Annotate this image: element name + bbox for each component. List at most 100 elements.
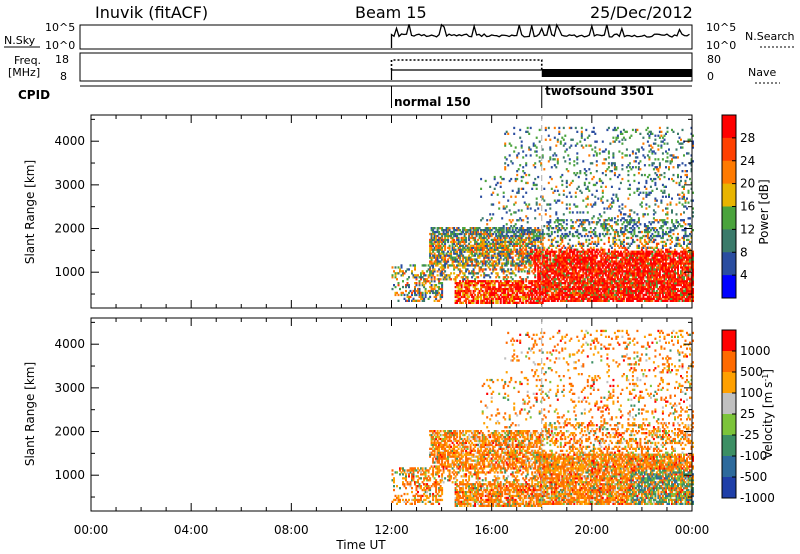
data-cell — [616, 199, 619, 202]
data-cell — [616, 293, 619, 297]
data-cell — [444, 260, 447, 263]
data-cell — [588, 268, 591, 271]
data-cell — [414, 293, 416, 297]
data-cell — [652, 240, 655, 244]
data-cell — [504, 156, 507, 159]
data-cell — [525, 280, 528, 283]
data-cell — [636, 287, 639, 291]
data-cell — [465, 291, 468, 295]
data-cell — [501, 240, 504, 244]
data-cell — [633, 274, 636, 277]
data-cell — [556, 189, 559, 192]
data-cell — [459, 284, 462, 287]
data-cell — [580, 274, 583, 277]
data-cell — [625, 252, 628, 255]
data-cell — [486, 285, 489, 289]
data-cell — [559, 284, 562, 287]
data-cell — [541, 285, 544, 289]
data-cell — [453, 256, 456, 259]
data-cell — [463, 234, 466, 238]
data-cell — [592, 299, 595, 302]
data-cell — [504, 248, 507, 251]
data-cell — [525, 254, 528, 257]
data-cell — [651, 280, 654, 283]
data-cell — [447, 258, 450, 261]
data-cell — [453, 266, 456, 269]
data-cell — [528, 289, 531, 293]
data-cell — [654, 158, 657, 161]
data-cell — [522, 227, 525, 230]
data-cell — [658, 295, 661, 299]
data-cell — [595, 282, 598, 285]
data-cell — [432, 230, 435, 234]
data-cell — [636, 221, 639, 224]
data-cell — [501, 227, 504, 230]
data-cell — [630, 230, 633, 234]
data-cell — [486, 264, 489, 267]
data-cell — [481, 248, 484, 251]
data-cell — [483, 238, 486, 242]
data-cell — [625, 289, 628, 293]
data-cell — [573, 203, 576, 206]
data-cell — [594, 183, 597, 187]
data-cell — [429, 274, 432, 277]
data-cell — [616, 252, 619, 255]
data-cell — [597, 274, 600, 277]
data-cell — [621, 266, 624, 269]
data-cell — [525, 162, 528, 165]
data-cell — [522, 195, 525, 198]
data-cell — [568, 207, 571, 210]
data-cell — [588, 258, 591, 261]
data-cell — [633, 291, 636, 295]
data-cell — [517, 168, 520, 171]
data-cell — [486, 227, 489, 230]
data-cell — [606, 278, 609, 281]
data-cell — [600, 293, 603, 297]
data-cell — [556, 282, 559, 285]
data-cell — [565, 203, 568, 206]
data-cell — [604, 170, 607, 173]
data-cell — [558, 193, 561, 196]
data-cell — [637, 250, 640, 253]
data-cell — [594, 201, 597, 204]
data-cell — [654, 219, 657, 222]
data-cell — [637, 219, 640, 222]
data-cell — [576, 282, 579, 285]
data-cell — [555, 250, 558, 253]
data-cell — [546, 258, 549, 261]
data-cell — [646, 276, 649, 279]
data-cell — [459, 256, 462, 259]
data-cell — [571, 179, 574, 183]
data-cell — [576, 280, 579, 283]
data-cell — [510, 256, 513, 259]
data-cell — [505, 158, 508, 161]
data-cell — [639, 262, 642, 265]
data-cell — [597, 221, 600, 224]
data-cell — [537, 230, 540, 234]
data-cell — [442, 272, 445, 275]
data-cell — [637, 150, 640, 153]
data-cell — [615, 285, 618, 289]
data-cell — [630, 291, 633, 295]
data-cell — [427, 274, 430, 277]
data-cell — [598, 260, 601, 263]
data-cell — [615, 276, 618, 279]
data-cell — [634, 266, 637, 269]
data-cell — [648, 262, 651, 265]
data-cell — [532, 144, 535, 147]
data-cell — [642, 266, 645, 269]
data-cell — [493, 264, 496, 267]
data-cell — [639, 132, 642, 135]
data-cell — [462, 289, 465, 293]
data-cell — [543, 287, 546, 291]
data-cell — [622, 246, 625, 249]
data-cell — [624, 293, 627, 297]
data-cell — [531, 284, 534, 287]
data-cell — [565, 254, 568, 257]
data-cell — [594, 256, 597, 259]
data-cell — [586, 284, 589, 287]
data-cell — [538, 260, 541, 263]
data-cell — [567, 256, 570, 259]
data-cell — [660, 236, 663, 240]
data-cell — [639, 160, 642, 163]
